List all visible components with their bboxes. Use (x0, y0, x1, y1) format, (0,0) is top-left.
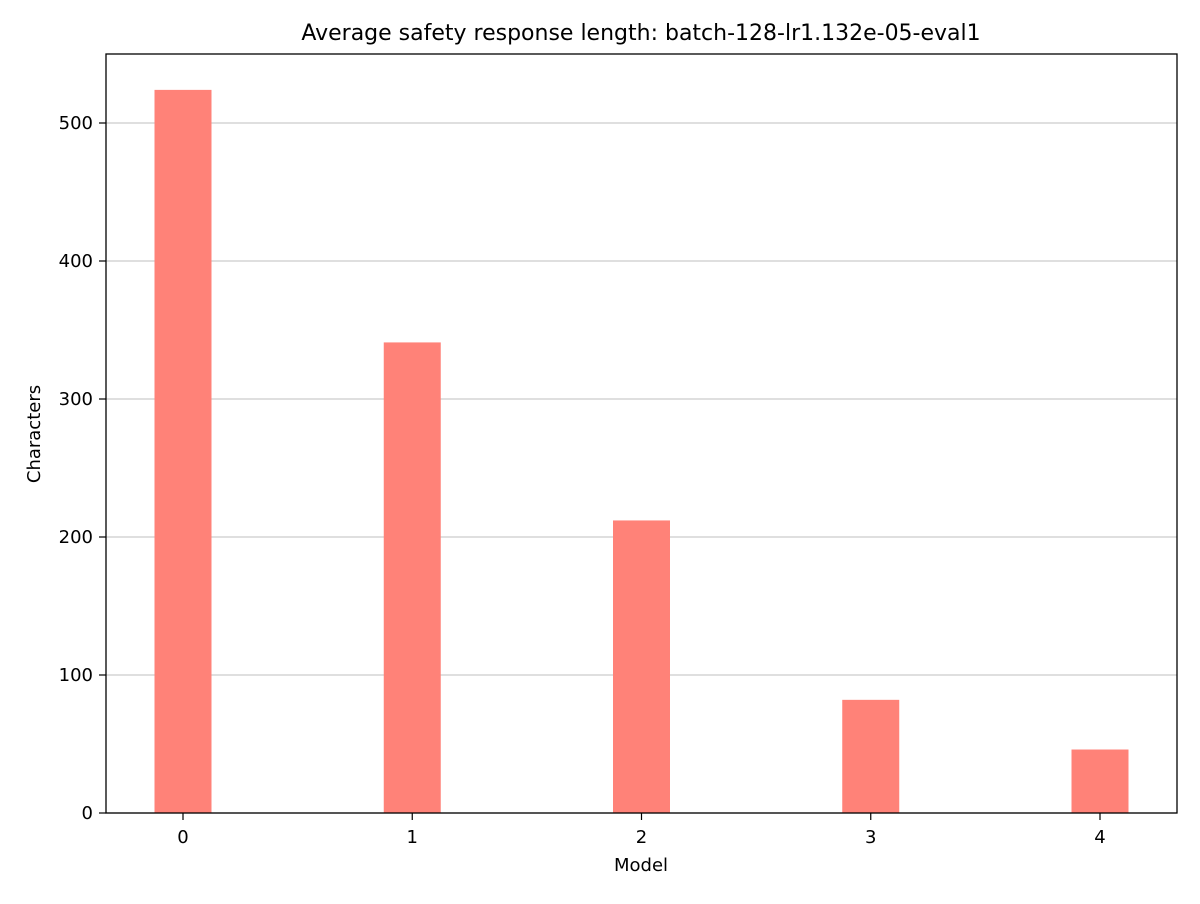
x-tick-label-0: 0 (177, 827, 188, 848)
x-tick-label-2: 2 (636, 827, 647, 848)
y-tick-label-300: 300 (59, 389, 93, 410)
bar-model-2 (613, 520, 670, 813)
x-tick-label-4: 4 (1094, 827, 1105, 848)
y-tick-label-100: 100 (59, 665, 93, 686)
bar-model-0 (154, 89, 212, 813)
bars (154, 89, 1129, 813)
x-axis-ticks: 0 1 2 3 4 (177, 813, 1106, 848)
y-axis-ticks: 0 100 200 300 400 500 (59, 113, 106, 824)
y-tick-label-500: 500 (59, 113, 93, 134)
x-tick-label-1: 1 (407, 827, 418, 848)
x-tick-label-3: 3 (865, 827, 876, 848)
bar-model-4 (1071, 749, 1129, 813)
y-tick-label-400: 400 (59, 251, 93, 272)
chart-title: Average safety response length: batch-12… (301, 21, 980, 46)
y-tick-label-200: 200 (59, 527, 93, 548)
y-tick-label-0: 0 (82, 803, 93, 824)
y-axis-label: Characters (24, 385, 45, 483)
bar-model-3 (842, 699, 900, 813)
bar-model-1 (383, 342, 441, 813)
x-axis-label: Model (614, 855, 668, 876)
